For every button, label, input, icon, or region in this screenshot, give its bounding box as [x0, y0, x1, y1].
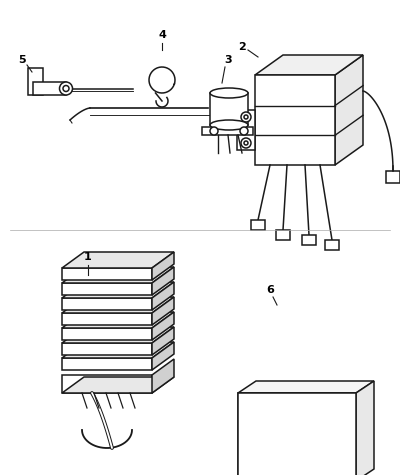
Ellipse shape	[210, 120, 248, 130]
Polygon shape	[62, 268, 152, 280]
Polygon shape	[152, 297, 174, 325]
Polygon shape	[255, 75, 335, 165]
Polygon shape	[152, 267, 174, 295]
Polygon shape	[253, 439, 283, 461]
Circle shape	[63, 86, 69, 92]
Polygon shape	[302, 235, 316, 245]
Text: 3: 3	[224, 55, 232, 65]
Circle shape	[241, 138, 251, 148]
Polygon shape	[356, 381, 374, 475]
Polygon shape	[202, 127, 253, 135]
Polygon shape	[152, 342, 174, 370]
Polygon shape	[62, 342, 174, 358]
Circle shape	[244, 141, 248, 145]
Circle shape	[240, 127, 248, 135]
Polygon shape	[251, 220, 265, 230]
Polygon shape	[238, 381, 374, 393]
Text: 1: 1	[84, 252, 92, 262]
Text: 5: 5	[18, 55, 26, 65]
Polygon shape	[152, 252, 174, 280]
Polygon shape	[33, 82, 66, 95]
Ellipse shape	[210, 88, 248, 98]
Polygon shape	[62, 252, 174, 268]
Polygon shape	[62, 375, 152, 393]
Polygon shape	[62, 267, 174, 283]
Polygon shape	[152, 282, 174, 310]
Polygon shape	[62, 377, 174, 393]
Text: 2: 2	[238, 42, 246, 52]
Polygon shape	[152, 359, 174, 393]
Circle shape	[244, 115, 248, 119]
Polygon shape	[62, 328, 152, 340]
Polygon shape	[276, 230, 290, 240]
Polygon shape	[62, 312, 174, 328]
Polygon shape	[62, 298, 152, 310]
Polygon shape	[237, 110, 255, 150]
Polygon shape	[238, 393, 356, 475]
Polygon shape	[152, 327, 174, 355]
Polygon shape	[62, 283, 152, 295]
Circle shape	[210, 127, 218, 135]
Polygon shape	[62, 327, 174, 343]
Polygon shape	[62, 282, 174, 298]
Polygon shape	[210, 93, 248, 125]
Polygon shape	[28, 68, 43, 95]
Polygon shape	[238, 393, 356, 475]
Polygon shape	[386, 171, 400, 183]
Polygon shape	[62, 297, 174, 313]
Polygon shape	[152, 312, 174, 340]
Polygon shape	[253, 409, 275, 431]
Polygon shape	[62, 343, 152, 355]
Polygon shape	[62, 358, 152, 370]
Text: 6: 6	[266, 285, 274, 295]
Polygon shape	[243, 398, 351, 475]
Circle shape	[60, 82, 72, 95]
Polygon shape	[255, 55, 363, 75]
Polygon shape	[62, 313, 152, 325]
Polygon shape	[325, 240, 339, 250]
Circle shape	[241, 112, 251, 122]
Polygon shape	[335, 55, 363, 165]
Text: 4: 4	[158, 30, 166, 40]
